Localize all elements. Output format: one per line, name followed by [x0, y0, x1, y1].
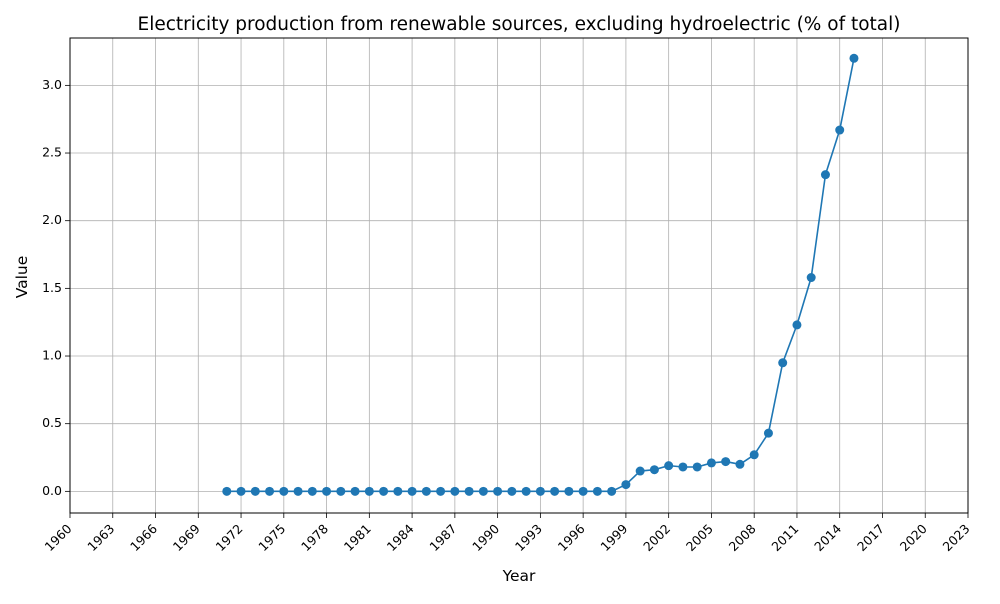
data-point: [222, 486, 232, 496]
x-tick-label: 1981: [341, 521, 374, 554]
series-group: [222, 53, 859, 496]
y-tick-label: 1.0: [42, 348, 62, 363]
data-point: [478, 486, 488, 496]
y-tick-label: 0.5: [42, 415, 62, 430]
data-point: [849, 53, 859, 63]
y-tick-label: 2.0: [42, 212, 62, 227]
y-axis-ticks: 0.0 0.5 1.0 1.5 2.0 2.5 3.0: [42, 77, 70, 498]
data-point: [521, 486, 531, 496]
x-tick-label: 2011: [768, 521, 801, 554]
data-point: [450, 486, 460, 496]
data-point: [421, 486, 431, 496]
data-point: [763, 428, 773, 438]
data-point: [806, 273, 816, 283]
data-point: [792, 320, 802, 330]
data-point: [820, 170, 830, 180]
data-point: [835, 125, 845, 135]
x-axis-label: Year: [502, 567, 536, 585]
x-tick-label: 1993: [512, 521, 545, 554]
data-point: [322, 486, 332, 496]
x-tick-label: 1990: [469, 521, 502, 554]
x-tick-label: 2008: [726, 521, 759, 554]
data-point: [621, 480, 631, 490]
y-tick-label: 1.5: [42, 280, 62, 295]
data-point: [535, 486, 545, 496]
y-tick-label: 3.0: [42, 77, 62, 92]
data-point: [350, 486, 360, 496]
x-tick-label: 1984: [384, 521, 417, 554]
data-point: [236, 486, 246, 496]
data-point: [293, 486, 303, 496]
x-tick-label: 2017: [854, 521, 887, 554]
data-point: [649, 465, 659, 475]
data-point: [279, 486, 289, 496]
data-point: [578, 486, 588, 496]
data-point: [493, 486, 503, 496]
data-point: [436, 486, 446, 496]
plot-frame: [69, 37, 969, 514]
data-point: [250, 486, 260, 496]
data-point: [364, 486, 374, 496]
chart-title: Electricity production from renewable so…: [138, 14, 901, 35]
data-point: [407, 486, 417, 496]
x-tick-label: 2014: [811, 521, 844, 554]
x-tick-label: 1975: [255, 521, 288, 554]
data-point: [379, 486, 389, 496]
x-tick-label: 1996: [555, 521, 588, 554]
data-point: [507, 486, 517, 496]
y-axis-label: Value: [13, 256, 31, 299]
y-tick-label: 0.0: [42, 483, 62, 498]
data-point: [749, 450, 759, 460]
x-tick-label: 1972: [213, 521, 246, 554]
y-tick-label: 2.5: [42, 145, 62, 160]
data-point: [664, 461, 674, 471]
x-tick-label: 1987: [426, 521, 459, 554]
x-tick-label: 1978: [298, 521, 331, 554]
x-tick-label: 1963: [84, 521, 117, 554]
data-point: [464, 486, 474, 496]
data-point: [336, 486, 346, 496]
x-tick-label: 2023: [939, 521, 972, 554]
data-point: [607, 486, 617, 496]
x-tick-label: 1960: [41, 521, 74, 554]
data-point: [265, 486, 275, 496]
data-point: [721, 457, 731, 467]
x-tick-label: 1966: [127, 521, 160, 554]
data-point: [592, 486, 602, 496]
data-point: [735, 459, 745, 469]
data-point: [778, 358, 788, 368]
data-point: [678, 462, 688, 472]
data-point: [550, 486, 560, 496]
x-tick-label: 2002: [640, 521, 673, 554]
x-tick-label: 1999: [597, 521, 630, 554]
x-axis-ticks: 1960 1963 1966 1969 1972 1975 1978 1981 1984 1987…: [41, 513, 973, 554]
data-point: [692, 462, 702, 472]
data-point: [635, 466, 645, 476]
x-tick-label: 2005: [683, 521, 716, 554]
data-point: [307, 486, 317, 496]
x-tick-label: 2020: [897, 521, 930, 554]
data-point: [706, 458, 716, 468]
data-point: [564, 486, 574, 496]
grid-lines: [69, 38, 969, 513]
x-tick-label: 1969: [170, 521, 203, 554]
data-point: [393, 486, 403, 496]
